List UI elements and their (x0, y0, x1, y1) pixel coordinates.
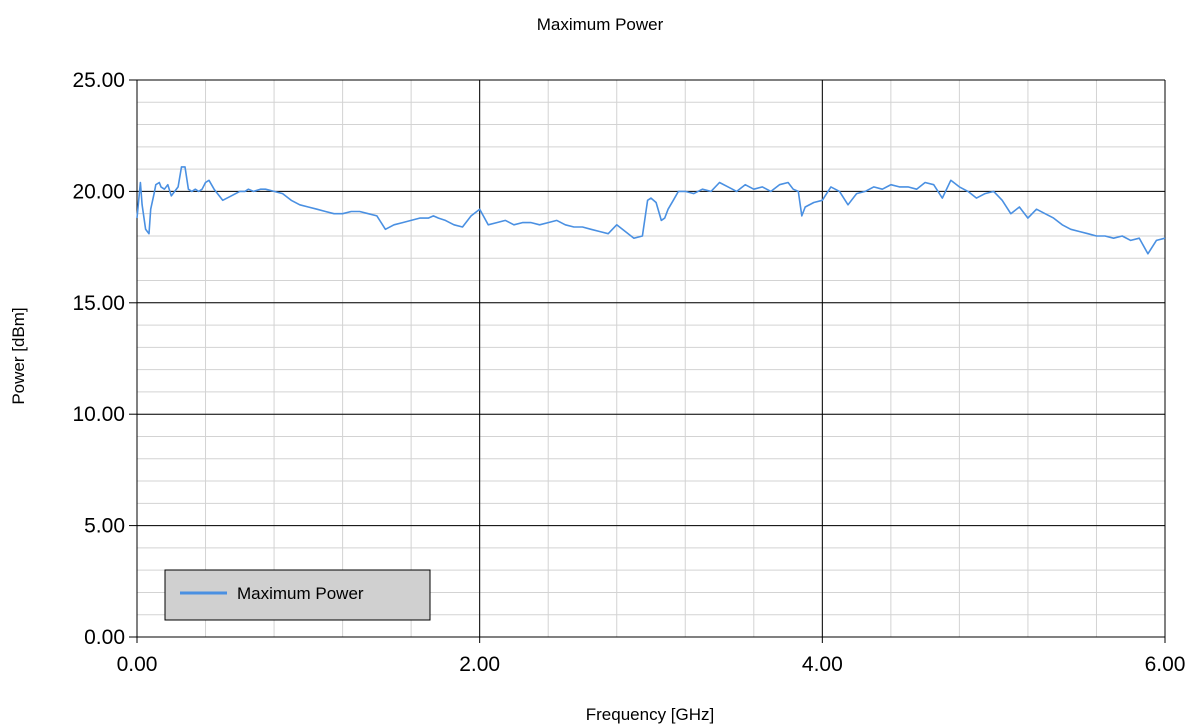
y-tick-label: 25.00 (72, 69, 125, 92)
y-tick-label: 5.00 (84, 515, 125, 538)
y-tick-label: 10.00 (72, 403, 125, 426)
axes (129, 79, 1166, 643)
y-axis-label: Power [dBm] (9, 307, 28, 404)
chart-title: Maximum Power (537, 15, 664, 34)
x-tick-label: 4.00 (802, 653, 843, 676)
tick-labels: 0.00 2.00 4.00 6.00 0.00 5.00 10.00 15.00 20.00 2… (72, 69, 1185, 676)
series-line-maximum-power (136, 166, 1166, 255)
x-tick-label: 6.00 (1145, 653, 1186, 676)
x-tick-label: 2.00 (459, 653, 500, 676)
y-tick-label: 0.00 (84, 626, 125, 649)
y-tick-label: 15.00 (72, 292, 125, 315)
legend: Maximum Power (164, 569, 431, 621)
x-tick-label: 0.00 (117, 653, 158, 676)
legend-box (164, 569, 431, 621)
series-layer (136, 166, 1166, 255)
legend-entry-maximum-power: Maximum Power (237, 584, 364, 603)
y-tick-label: 20.00 (72, 180, 125, 203)
x-axis-label: Frequency [GHz] (586, 705, 715, 724)
